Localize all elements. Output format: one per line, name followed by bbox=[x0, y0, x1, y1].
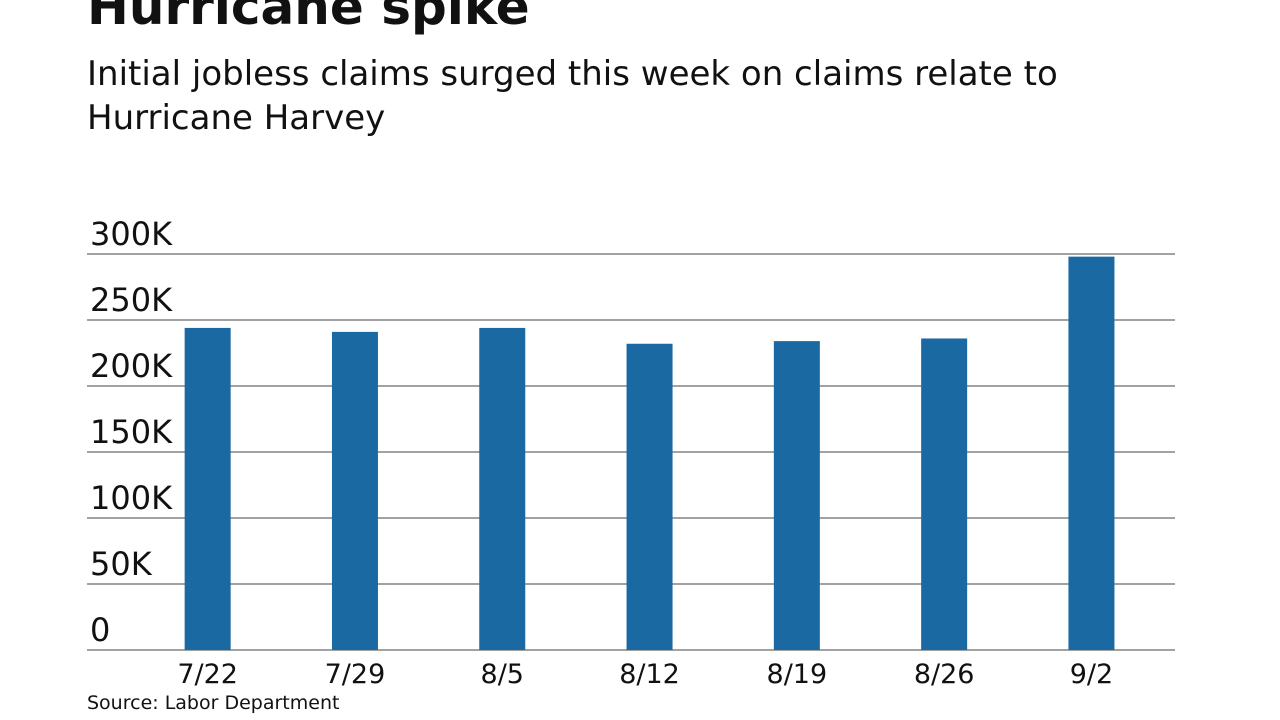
y-tick-label: 150K bbox=[90, 413, 173, 451]
y-tick-label: 200K bbox=[90, 347, 173, 385]
y-tick-label: 100K bbox=[90, 479, 173, 517]
x-tick-label: 7/22 bbox=[177, 659, 238, 690]
bar bbox=[626, 343, 673, 650]
bar bbox=[921, 338, 968, 650]
x-tick-label: 8/19 bbox=[767, 659, 828, 690]
y-tick-label: 250K bbox=[90, 281, 173, 319]
bar bbox=[479, 327, 526, 650]
chart-title: Hurricane spike bbox=[87, 0, 530, 36]
y-tick-label: 0 bbox=[90, 611, 110, 649]
x-tick-label: 8/12 bbox=[619, 659, 680, 690]
bar bbox=[331, 331, 378, 650]
chart: 0 50K 100K 150K 200K 250K 300K 7/22 7/29 8/5 8/12 8… bbox=[87, 215, 1175, 690]
y-tick-label: 50K bbox=[90, 545, 153, 583]
x-tick-label: 8/5 bbox=[481, 659, 524, 690]
bar bbox=[184, 327, 231, 650]
bar bbox=[773, 341, 820, 650]
source-note: Source: Labor Department bbox=[87, 692, 340, 714]
x-tick-label: 8/26 bbox=[914, 659, 975, 690]
x-tick-label: 7/29 bbox=[325, 659, 386, 690]
y-tick-label: 300K bbox=[90, 215, 173, 253]
bar bbox=[1068, 256, 1115, 650]
x-tick-label: 9/2 bbox=[1070, 659, 1113, 690]
chart-subtitle: Initial jobless claims surged this week … bbox=[87, 54, 1058, 138]
